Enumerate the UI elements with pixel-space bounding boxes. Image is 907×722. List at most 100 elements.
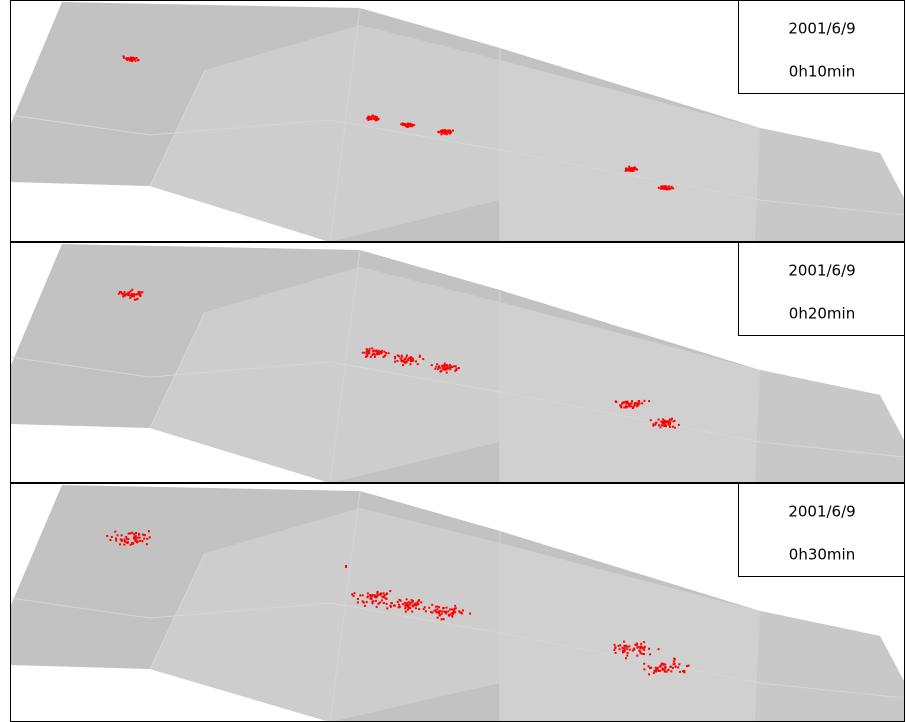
- particle: [369, 348, 371, 350]
- particle: [139, 537, 141, 539]
- date-label: 2001/6/9: [788, 262, 855, 280]
- particle: [135, 536, 137, 538]
- particle: [674, 663, 676, 665]
- particle: [628, 166, 630, 168]
- particle: [445, 368, 447, 370]
- particle: [354, 592, 356, 594]
- particle: [686, 665, 688, 667]
- particle: [683, 670, 685, 672]
- particle: [123, 538, 125, 540]
- particle: [641, 402, 643, 404]
- particle: [643, 641, 645, 643]
- particle: [143, 538, 145, 540]
- particle: [615, 400, 617, 402]
- particle: [366, 354, 368, 356]
- particle: [136, 57, 138, 59]
- particle: [138, 291, 140, 293]
- particle: [123, 544, 125, 546]
- particle: [416, 602, 418, 604]
- particle: [384, 597, 386, 599]
- particle: [375, 116, 377, 118]
- particle: [409, 363, 411, 365]
- particle: [141, 540, 143, 542]
- particle: [127, 538, 129, 540]
- particle: [623, 406, 625, 408]
- particle: [397, 601, 399, 603]
- particle: [627, 169, 629, 171]
- particle: [643, 400, 645, 402]
- date-label: 2001/6/9: [788, 503, 855, 521]
- particle: [639, 647, 641, 649]
- particle: [368, 119, 370, 121]
- particle: [111, 536, 113, 538]
- particle: [390, 602, 392, 604]
- particle: [437, 131, 439, 133]
- particle: [669, 421, 671, 423]
- particle: [626, 654, 628, 656]
- particle: [462, 609, 464, 611]
- particle: [659, 670, 661, 672]
- particle: [404, 362, 406, 364]
- particle: [385, 352, 387, 354]
- particle: [394, 605, 396, 607]
- particle: [658, 187, 660, 189]
- particle: [453, 365, 455, 367]
- particle: [449, 609, 451, 611]
- particle: [444, 363, 446, 365]
- particle: [365, 356, 367, 358]
- particle: [371, 598, 373, 600]
- particle: [411, 611, 413, 613]
- particle: [438, 606, 440, 608]
- particle: [441, 613, 443, 615]
- particle: [375, 600, 377, 602]
- particle: [443, 607, 445, 609]
- particle: [664, 666, 666, 668]
- particle: [441, 618, 443, 620]
- particle: [420, 601, 422, 603]
- particle: [446, 366, 448, 368]
- particle: [653, 672, 655, 674]
- particle: [401, 355, 403, 357]
- particle: [613, 649, 615, 651]
- particle: [377, 118, 379, 120]
- particle: [621, 403, 623, 405]
- particle: [438, 614, 440, 616]
- particle: [650, 419, 652, 421]
- particle: [443, 368, 445, 370]
- particle: [662, 418, 664, 420]
- particle: [648, 665, 650, 667]
- particle: [125, 536, 127, 538]
- particle: [459, 611, 461, 613]
- particle: [364, 352, 366, 354]
- particle: [402, 360, 404, 362]
- particle: [359, 594, 361, 596]
- particle: [442, 610, 444, 612]
- particle: [400, 358, 402, 360]
- particle: [371, 354, 373, 356]
- particle: [394, 357, 396, 359]
- particle: [125, 541, 127, 543]
- particle: [649, 653, 651, 655]
- particle: [455, 607, 457, 609]
- particle: [376, 351, 378, 353]
- particle: [666, 671, 668, 673]
- particle: [371, 601, 373, 603]
- particle: [412, 360, 414, 362]
- particle: [643, 663, 645, 665]
- particle: [661, 667, 663, 669]
- particle: [434, 368, 436, 370]
- particle: [120, 291, 122, 293]
- particle: [383, 594, 385, 596]
- particle: [123, 55, 125, 57]
- particle: [442, 366, 444, 368]
- particle: [376, 606, 378, 608]
- particle: [397, 354, 399, 356]
- particle: [122, 295, 124, 297]
- particle: [660, 420, 662, 422]
- particle: [627, 401, 629, 403]
- particle: [431, 364, 433, 366]
- particle: [663, 422, 665, 424]
- particle: [370, 117, 372, 119]
- particle: [437, 617, 439, 619]
- particle: [376, 353, 378, 355]
